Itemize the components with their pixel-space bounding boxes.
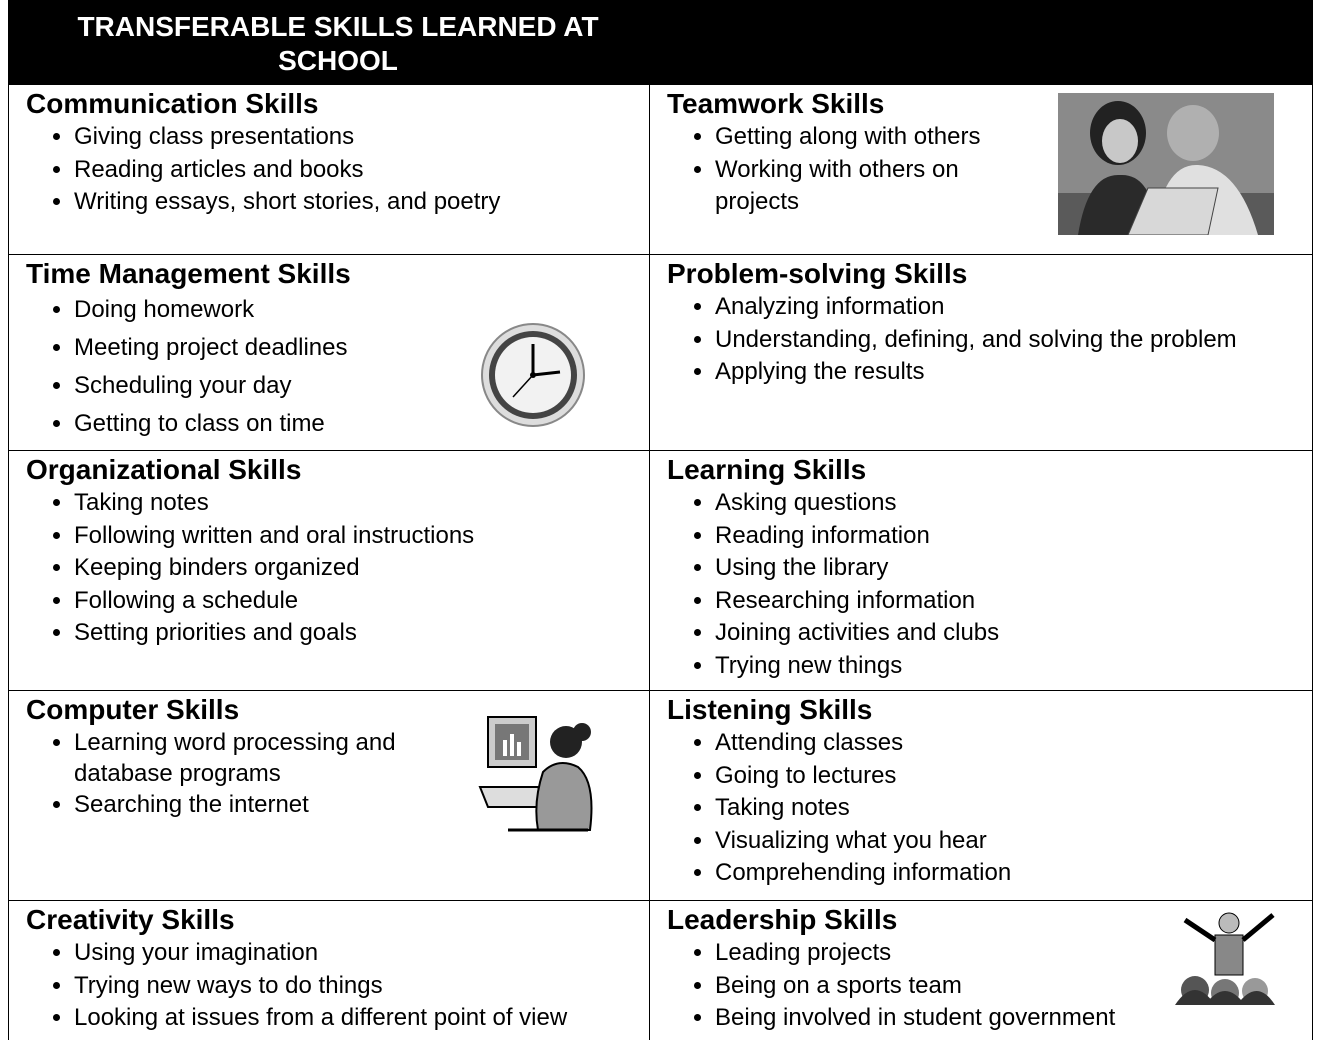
skill-item: Comprehending information: [715, 857, 1312, 890]
skill-cell: Time Management SkillsDoing homeworkMeet…: [8, 254, 650, 451]
skill-cell: Organizational SkillsTaking notesFollowi…: [8, 450, 650, 691]
skill-heading: Learning Skills: [667, 454, 867, 485]
skill-cell: Listening SkillsAttending classesGoing t…: [649, 690, 1313, 901]
leader-icon: [1175, 912, 1275, 1005]
skill-item: Using the library: [715, 552, 1312, 585]
skill-list: Attending classesGoing to lecturesTaking…: [667, 727, 1312, 890]
skill-cell: Problem-solving SkillsAnalyzing informat…: [649, 254, 1313, 451]
skill-item: Being involved in student government: [715, 1002, 1312, 1035]
skill-item: Applying the results: [715, 356, 1312, 389]
header-bar: TRANSFERABLE SKILLS LEARNED AT SCHOOL: [8, 0, 1313, 84]
computer-user-icon: [478, 716, 593, 832]
skill-heading: Organizational Skills: [26, 454, 302, 485]
skill-item: Joining activities and clubs: [715, 617, 1312, 650]
skill-item: Being on a sports team: [715, 970, 1312, 1003]
skill-item: Getting to class on time: [74, 405, 649, 443]
skill-list: Doing homeworkMeeting project deadlinesS…: [26, 291, 649, 443]
skill-item: Following a schedule: [74, 585, 649, 618]
skill-cell: Computer SkillsLearning word processing …: [8, 690, 650, 901]
skill-cell: Creativity SkillsUsing your imaginationT…: [8, 900, 650, 1040]
skill-list: Giving class presentationsReading articl…: [26, 121, 649, 219]
skill-item: Analyzing information: [715, 291, 1312, 324]
skill-heading: Communication Skills: [26, 88, 319, 119]
skill-item: Visualizing what you hear: [715, 825, 1312, 858]
skill-item: Asking questions: [715, 487, 1312, 520]
skill-cell: Leadership SkillsLeading projectsBeing o…: [649, 900, 1313, 1040]
skill-list: Getting along with othersWorking with ot…: [667, 121, 1015, 219]
skill-item: Working with others on projects: [715, 154, 1015, 219]
skill-list: Analyzing informationUnderstanding, defi…: [667, 291, 1312, 389]
skill-heading: Listening Skills: [667, 694, 873, 725]
skill-item: Attending classes: [715, 727, 1312, 760]
skill-list: Asking questionsReading informationUsing…: [667, 487, 1312, 682]
teamwork-photo: [1058, 93, 1274, 235]
skill-item: Taking notes: [74, 487, 649, 520]
skill-item: Trying new ways to do things: [74, 970, 649, 1003]
skill-heading: Leadership Skills: [667, 904, 898, 935]
skill-list: Taking notesFollowing written and oral i…: [26, 487, 649, 650]
skill-item: Searching the internet: [74, 789, 464, 820]
skill-heading: Teamwork Skills: [667, 88, 885, 119]
skill-item: Looking at issues from a different point…: [74, 1002, 649, 1035]
skill-item: Going to lectures: [715, 760, 1312, 793]
skill-item: Writing essays, short stories, and poetr…: [74, 186, 649, 219]
title: TRANSFERABLE SKILLS LEARNED AT SCHOOL: [77, 11, 599, 76]
skill-cell: Learning SkillsAsking questionsReading i…: [649, 450, 1313, 691]
skill-item: Reading articles and books: [74, 154, 649, 187]
skill-heading: Time Management Skills: [26, 258, 351, 289]
skill-heading: Computer Skills: [26, 694, 240, 725]
skill-item: Doing homework: [74, 291, 649, 329]
skill-item: Getting along with others: [715, 121, 1015, 154]
skill-heading: Problem-solving Skills: [667, 258, 968, 289]
skill-item: Giving class presentations: [74, 121, 649, 154]
skill-item: Keeping binders organized: [74, 552, 649, 585]
skill-item: Leading projects: [715, 937, 1312, 970]
skill-item: Trying new things: [715, 650, 1312, 683]
skill-item: Understanding, defining, and solving the…: [715, 324, 1312, 357]
skill-item: Reading information: [715, 520, 1312, 553]
skill-cell: Communication SkillsGiving class present…: [8, 84, 650, 255]
skill-item: Meeting project deadlines: [74, 329, 649, 367]
skill-cell: Teamwork SkillsGetting along with others…: [649, 84, 1313, 255]
skill-list: Leading projectsBeing on a sports teamBe…: [667, 937, 1312, 1035]
skill-item: Researching information: [715, 585, 1312, 618]
skill-heading: Creativity Skills: [26, 904, 235, 935]
skill-list: Using your imaginationTrying new ways to…: [26, 937, 649, 1035]
skill-list: Learning word processing and database pr…: [26, 727, 464, 820]
skill-item: Using your imagination: [74, 937, 649, 970]
skill-item: Following written and oral instructions: [74, 520, 649, 553]
skill-item: Learning word processing and database pr…: [74, 727, 464, 789]
skill-item: Taking notes: [715, 792, 1312, 825]
clock-icon: [481, 323, 585, 427]
skill-item: Setting priorities and goals: [74, 617, 649, 650]
skill-item: Scheduling your day: [74, 367, 649, 405]
